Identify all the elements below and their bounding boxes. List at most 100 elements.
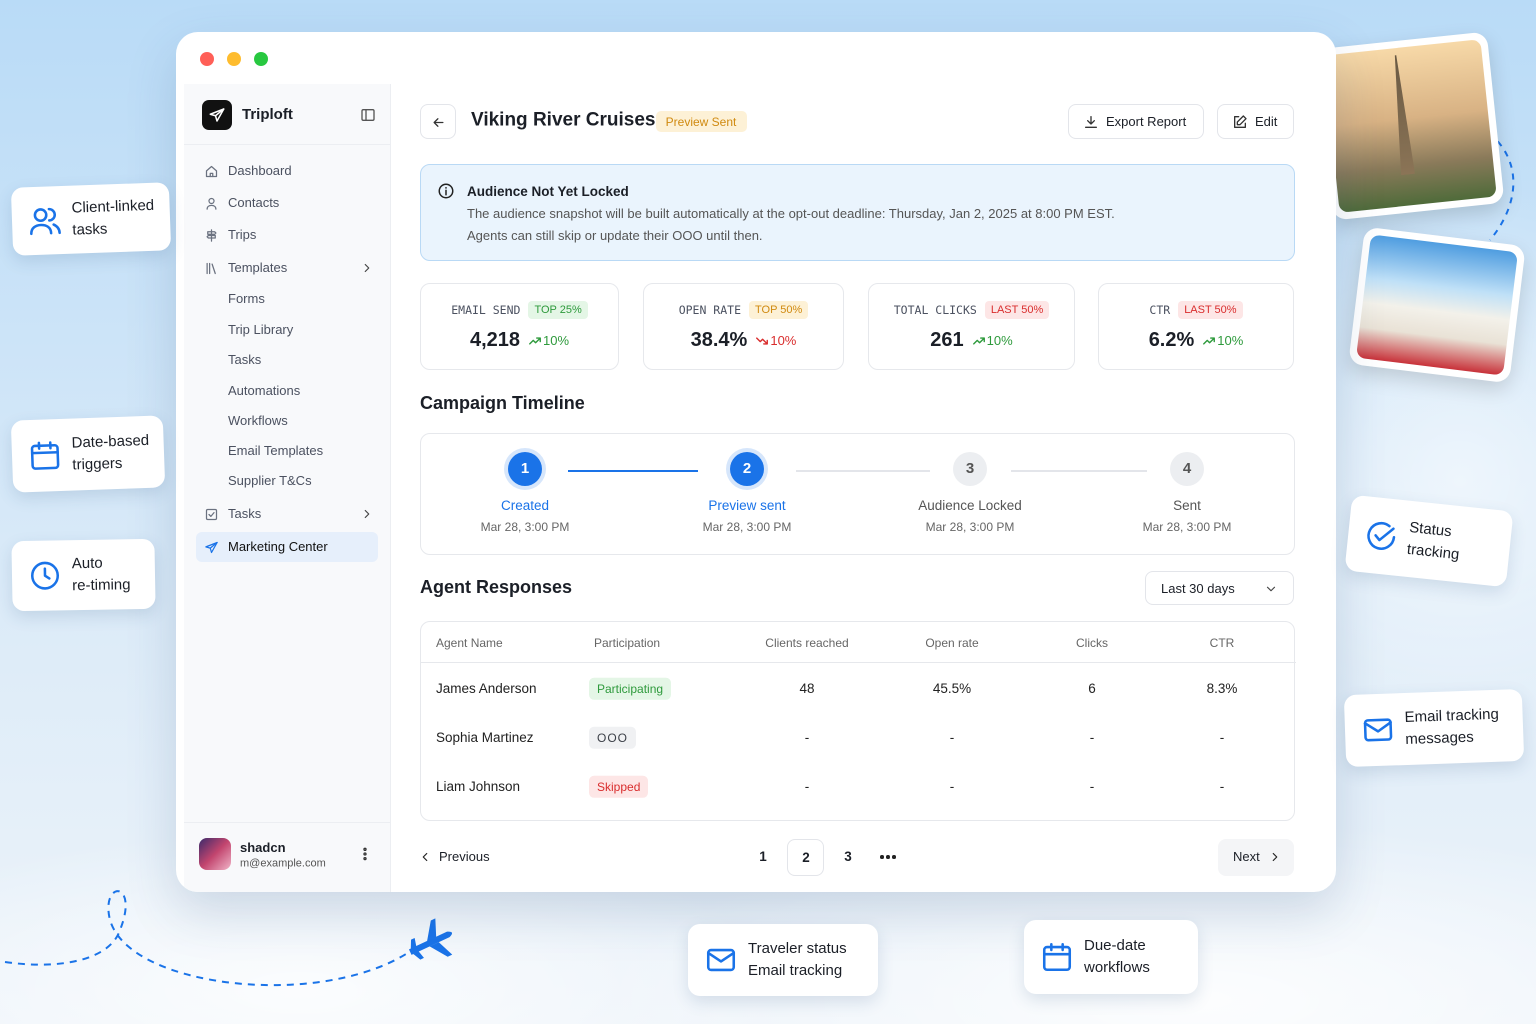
icon [204, 540, 219, 555]
icon [204, 507, 219, 522]
icon-part [30, 561, 60, 590]
participation-badge: Skipped [589, 775, 649, 799]
stat-header: OPEN RATE TOP 50% [644, 301, 843, 319]
icon-part [972, 337, 985, 345]
feature-text: Due-date [1084, 937, 1146, 954]
nav-item[interactable]: Tasks [196, 499, 378, 529]
dot [880, 855, 884, 859]
nav-item[interactable]: Trips [196, 220, 378, 250]
step-time: Mar 28, 3:00 PM [925, 519, 1015, 534]
icon [204, 228, 219, 243]
pagination-next[interactable]: Next [1218, 839, 1294, 876]
nav-item[interactable]: Dashboard [196, 156, 378, 186]
icon-part [972, 337, 985, 345]
nav-item[interactable]: Email Templates [196, 436, 378, 466]
timeline-connector [1011, 470, 1147, 472]
stat-value: 38.4% [690, 329, 748, 351]
feature-text: Auto [71, 554, 103, 573]
nav-item[interactable]: Workflows [196, 406, 378, 436]
nav-item[interactable]: Trip Library [196, 315, 378, 345]
window-control [200, 52, 214, 66]
icon-part [364, 263, 370, 273]
icon-part [206, 262, 216, 275]
page-button[interactable]: 3 [830, 839, 867, 876]
icon [704, 943, 738, 977]
icon [431, 115, 446, 130]
icon-part [1363, 718, 1393, 742]
feature-card: Email tracking messages [1343, 688, 1525, 768]
nav-label: Marketing Center [228, 539, 328, 555]
feature-text: triggers [72, 454, 123, 474]
icon-part [422, 852, 428, 862]
nav-item[interactable]: Contacts [196, 188, 378, 218]
icon-part [706, 951, 736, 963]
nav-label: Trip Library [228, 322, 294, 338]
photo [1315, 31, 1505, 221]
step-time: Mar 28, 3:00 PM [480, 519, 570, 534]
window-control [254, 52, 268, 66]
nav-item[interactable]: Tasks [196, 345, 378, 375]
icon-part [1266, 586, 1276, 592]
icon-part [364, 509, 370, 519]
icon-part [433, 118, 444, 127]
icon-part [364, 263, 370, 273]
step-number: 3 [965, 460, 975, 477]
nav-label: Tasks [228, 352, 262, 368]
stat-body: 261 10% [869, 329, 1074, 352]
alert-text: The audience snapshot will be built auto… [467, 206, 1115, 222]
icon [1363, 517, 1400, 554]
page-button[interactable]: 1 [745, 839, 782, 876]
action-button[interactable]: Export Report [1068, 104, 1204, 139]
stat-card: CTR LAST 50% 6.2% 10% [1098, 283, 1294, 370]
table-cell: Sophia Martinez [436, 729, 534, 745]
step-circle: 2 [730, 452, 764, 486]
responses-table: Agent Name Participation Clients reached Op… [420, 621, 1296, 821]
status-badge: Preview Sent [656, 111, 747, 132]
icon-part [361, 109, 375, 121]
nav-item[interactable]: Supplier T&Cs [196, 466, 378, 496]
icon-part [1266, 586, 1276, 592]
icon-part [1234, 116, 1246, 128]
window-control [227, 52, 241, 66]
icon-part [1367, 521, 1396, 550]
icon [437, 182, 455, 200]
nav-item[interactable]: Automations [196, 376, 378, 406]
step-number: 4 [1182, 460, 1192, 477]
alert: Audience Not Yet Locked The audience snap… [420, 164, 1295, 261]
stat-change: 10% [755, 333, 796, 348]
sidebar: Triploft Dashboard Contacts Trips Templates F… [184, 84, 391, 892]
flight-path [1327, 98, 1515, 241]
stat-label: OPEN RATE [678, 303, 741, 317]
icon-part [706, 948, 736, 972]
nav-item[interactable]: Forms [196, 284, 378, 314]
participation-badge: OOO [589, 726, 637, 750]
stat-header: EMAIL SEND TOP 25% [421, 301, 618, 319]
page-button[interactable]: 2 [787, 839, 824, 876]
feature-text: tracking [1406, 540, 1461, 564]
stat-card: EMAIL SEND TOP 25% 4,218 10% [420, 283, 619, 370]
icon-part [30, 441, 59, 455]
table-header-divider [421, 662, 1296, 663]
date-filter[interactable]: Last 30 days [1145, 571, 1294, 605]
nav-label: Forms [228, 291, 265, 307]
feature-text: workflows [1084, 959, 1150, 976]
nav-item[interactable]: Marketing Center [196, 532, 378, 562]
back-button[interactable] [420, 104, 456, 139]
icon-part [206, 229, 217, 242]
table-cell: - [804, 778, 810, 794]
table-cell: 45.5% [932, 680, 972, 696]
icon-part [1042, 945, 1072, 972]
pagination-previous[interactable]: Previous [418, 842, 498, 872]
icon-part [206, 262, 216, 275]
status-label: Preview Sent [665, 114, 737, 129]
divider [184, 822, 391, 823]
icon-part [208, 197, 215, 205]
action-button[interactable]: Edit [1217, 104, 1294, 139]
icon-part [30, 207, 61, 236]
step-label: Sent [1173, 497, 1201, 513]
step-label: Created [500, 497, 550, 513]
alert-text: Agents can still skip or update their OO… [467, 228, 763, 244]
feature-text: Email tracking [748, 962, 843, 979]
nav-item[interactable]: Templates [196, 253, 378, 283]
